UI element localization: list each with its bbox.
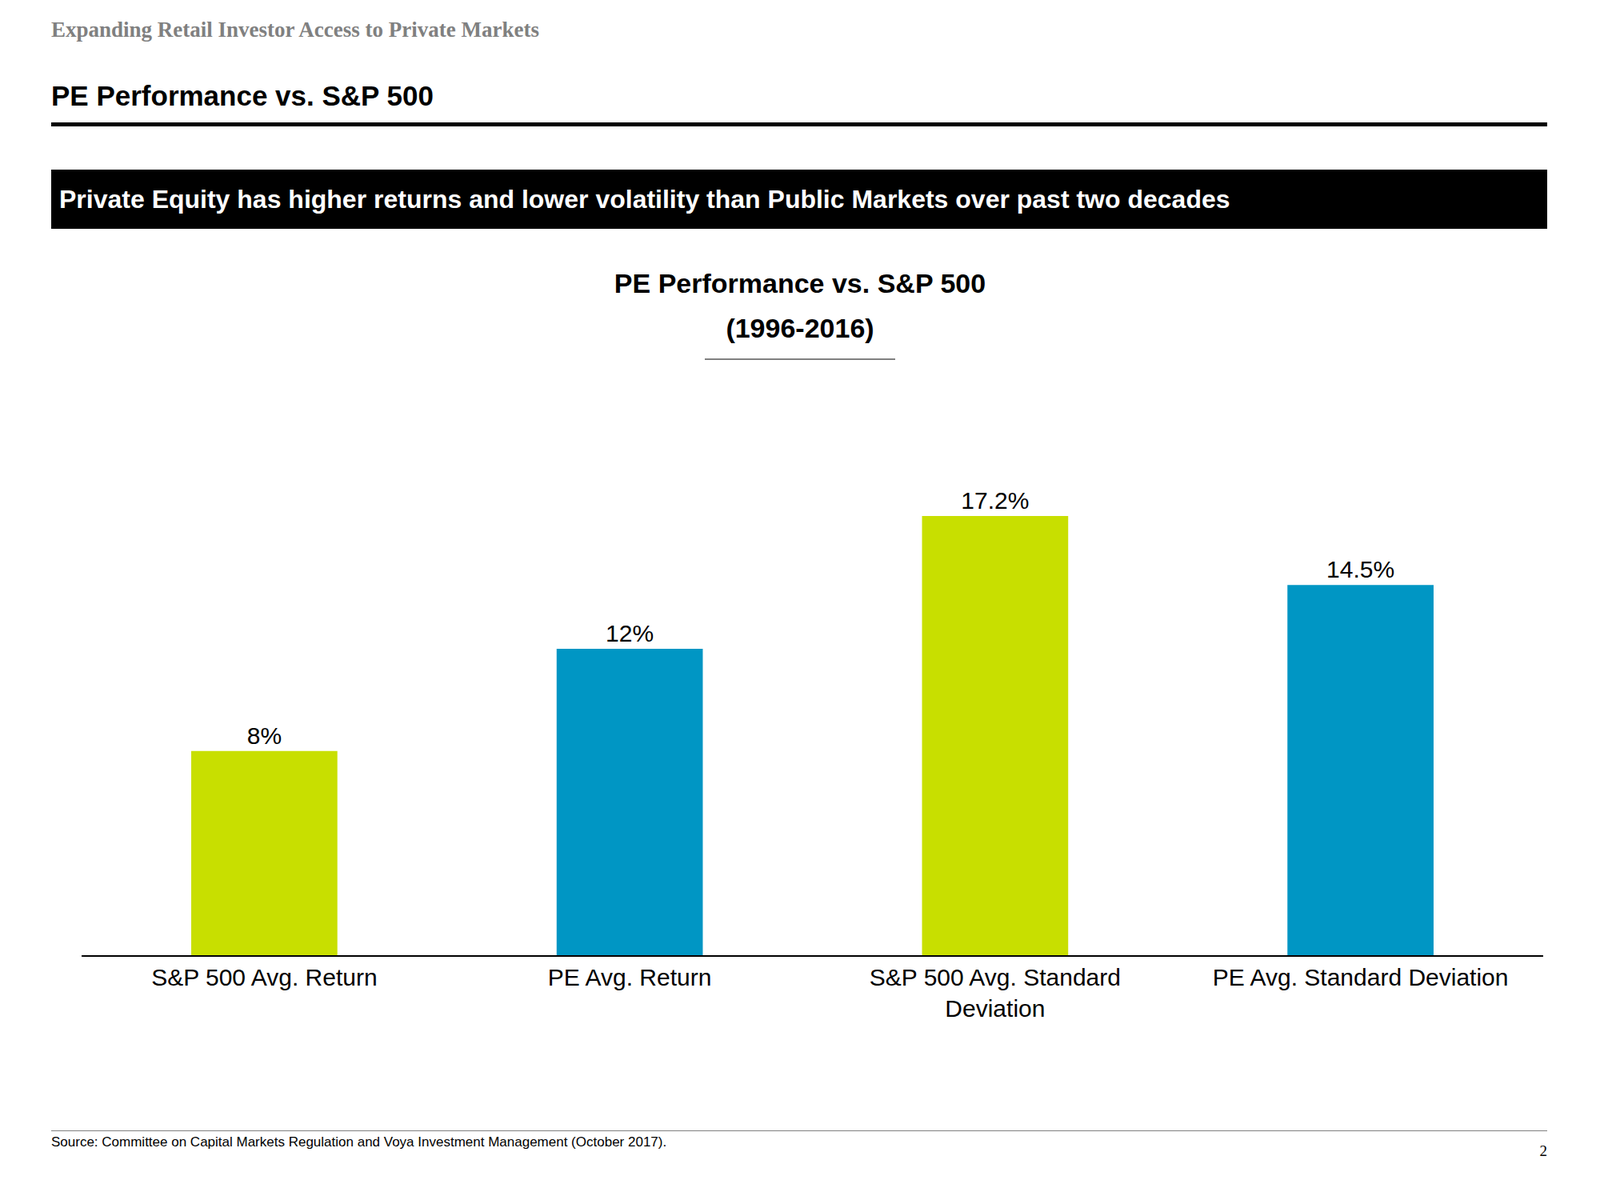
svg-text:8%: 8%	[247, 722, 282, 749]
svg-text:12%: 12%	[605, 620, 654, 647]
html-text:Private Equity has higher retu: Private Equity has higher returns and lo…	[59, 184, 1230, 214]
html-text:(1996-2016): (1996-2016)	[725, 312, 875, 344]
svg-text:PE Avg. Standard Deviation: PE Avg. Standard Deviation	[1212, 964, 1509, 991]
svg-text:PE Avg. Return: PE Avg. Return	[548, 964, 712, 991]
html-text:PE Performance vs. S&P 500: PE Performance vs. S&P 500	[51, 80, 434, 112]
svg-text:S&P 500 Avg. Return: S&P 500 Avg. Return	[151, 964, 377, 991]
html-text:Source: Committee on Capital M: Source: Committee on Capital Markets Reg…	[51, 1134, 667, 1150]
svg-text:S&P 500 Avg. StandardDeviation: S&P 500 Avg. StandardDeviation	[869, 964, 1121, 1022]
html-text:2: 2	[1539, 1142, 1548, 1160]
svg-text:14.5%: 14.5%	[1326, 556, 1395, 583]
html-text:PE Performance vs. S&P 500: PE Performance vs. S&P 500	[614, 268, 986, 299]
svg-text:17.2%: 17.2%	[960, 487, 1029, 514]
html-text:Expanding Retail Investor Acce: Expanding Retail Investor Access to Priv…	[51, 17, 540, 42]
